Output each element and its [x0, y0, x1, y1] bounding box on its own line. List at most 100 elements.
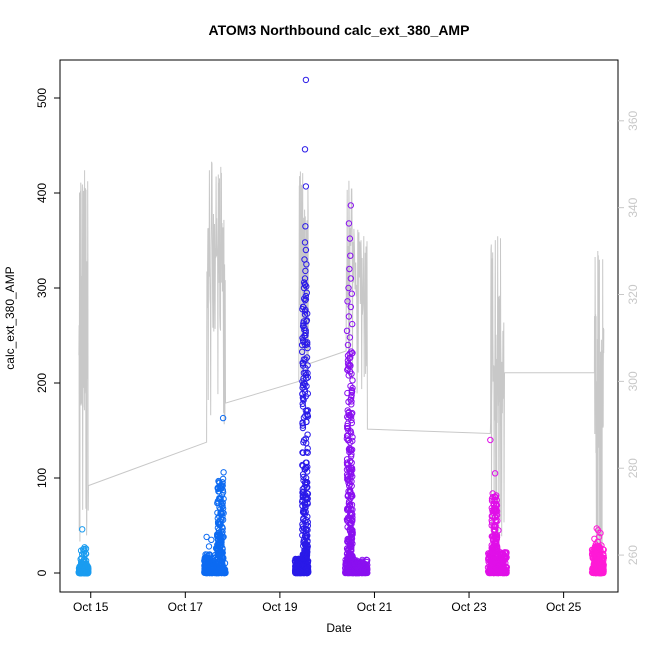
data-point	[301, 311, 309, 318]
data-point	[217, 567, 224, 574]
data-point	[302, 246, 310, 254]
data-point	[593, 544, 600, 551]
data-point	[502, 564, 509, 571]
secondary-line	[78, 161, 605, 576]
data-point	[301, 297, 309, 304]
data-point	[344, 425, 352, 432]
data-point	[303, 464, 310, 471]
data-point	[302, 183, 310, 190]
data-point	[299, 360, 307, 367]
data-point	[79, 562, 87, 569]
data-point	[495, 527, 502, 534]
data-point	[590, 564, 597, 572]
data-point	[492, 539, 499, 546]
data-point	[299, 494, 307, 501]
data-point	[210, 566, 218, 573]
data-point	[302, 372, 310, 379]
data-point	[347, 439, 354, 446]
data-point	[302, 481, 309, 489]
data-point	[301, 501, 308, 508]
data-point	[343, 568, 350, 575]
y-tick-label: 300	[35, 278, 49, 298]
point-cluster	[588, 525, 607, 577]
data-point	[348, 419, 355, 427]
data-point	[304, 449, 311, 456]
data-point	[299, 348, 306, 355]
data-point	[344, 535, 351, 543]
data-point	[304, 411, 311, 418]
data-point	[220, 495, 227, 503]
data-point	[215, 478, 223, 486]
data-point	[487, 569, 494, 576]
data-point	[216, 521, 223, 528]
data-point	[349, 517, 356, 525]
data-point	[80, 549, 87, 556]
data-point	[342, 559, 349, 566]
data-point	[220, 469, 227, 476]
y-tick-label: 400	[35, 183, 49, 203]
data-point	[349, 320, 356, 328]
y-axis-left: 0 100 200 300 400 500	[35, 88, 60, 576]
data-point	[487, 436, 494, 444]
data-point	[349, 554, 356, 561]
data-point	[301, 146, 309, 153]
data-point	[217, 549, 224, 556]
data-point	[300, 566, 307, 573]
data-point	[218, 558, 225, 565]
data-point	[219, 549, 226, 557]
secondary-line-path	[78, 161, 605, 576]
data-point	[220, 533, 227, 541]
data-point	[77, 569, 84, 576]
data-point	[347, 412, 354, 419]
data-point	[346, 355, 353, 362]
data-point	[599, 569, 606, 577]
data-point	[348, 543, 355, 551]
x-tick-label: Oct 25	[546, 600, 582, 614]
data-point	[301, 380, 309, 388]
data-point	[347, 202, 354, 209]
data-point	[300, 397, 307, 404]
y2-tick-label: 320	[626, 284, 640, 304]
data-point	[302, 435, 309, 442]
data-point	[299, 394, 307, 401]
x-tick-label: Oct 21	[357, 600, 393, 614]
data-point	[300, 318, 307, 325]
data-point	[494, 517, 501, 524]
data-point	[299, 424, 307, 432]
data-point	[349, 384, 356, 392]
y-tick-label: 100	[35, 468, 49, 488]
data-point	[219, 475, 227, 483]
data-point	[348, 348, 355, 355]
data-point	[302, 296, 310, 303]
data-point	[203, 533, 210, 541]
data-point	[492, 494, 499, 501]
data-point	[347, 453, 355, 460]
data-point	[303, 448, 310, 456]
data-point	[299, 337, 307, 344]
data-point	[346, 502, 353, 509]
y2-tick-label: 340	[626, 197, 640, 217]
data-point	[344, 514, 352, 521]
data-point	[348, 451, 355, 458]
data-point	[292, 569, 300, 577]
data-point	[219, 414, 227, 422]
data-point	[208, 536, 215, 543]
data-point	[598, 559, 605, 566]
y-tick-label: 0	[35, 569, 49, 576]
data-point	[303, 382, 310, 390]
data-point	[348, 290, 355, 297]
data-point	[302, 474, 310, 482]
data-point	[304, 344, 311, 352]
point-cluster	[201, 414, 229, 577]
data-point	[300, 437, 308, 444]
data-point	[343, 459, 351, 466]
data-point	[344, 432, 352, 439]
point-cluster	[75, 526, 92, 577]
y2-tick-label: 260	[626, 545, 640, 565]
data-point	[347, 362, 354, 370]
data-point	[79, 526, 86, 533]
data-point	[302, 76, 310, 84]
data-point	[491, 531, 499, 539]
data-point	[498, 557, 505, 565]
data-point	[299, 403, 307, 410]
